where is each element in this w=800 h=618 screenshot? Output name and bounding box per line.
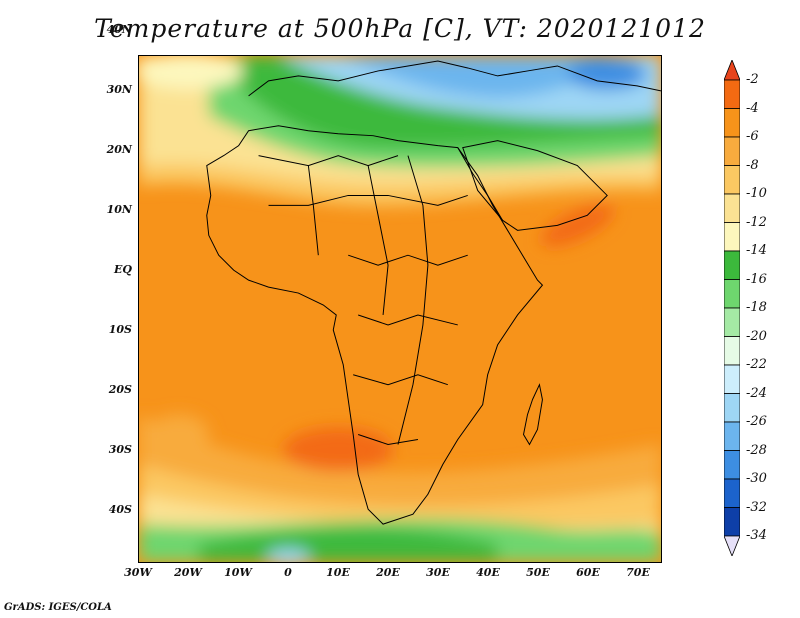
lon-label: 60E bbox=[576, 566, 600, 579]
lon-label: 40E bbox=[476, 566, 500, 579]
temperature-map bbox=[138, 55, 662, 563]
africa-coastline bbox=[206, 125, 544, 525]
colorbar-swatch bbox=[724, 222, 740, 252]
border-9 bbox=[397, 155, 429, 445]
south-blue-patch bbox=[266, 549, 311, 562]
colorbar-swatch bbox=[724, 108, 740, 138]
border-8 bbox=[367, 165, 389, 316]
colorbar-label: -32 bbox=[746, 499, 767, 515]
arabia-outline bbox=[462, 140, 608, 231]
atlantic-pale-patch bbox=[148, 414, 209, 455]
colorbar-label: -12 bbox=[746, 214, 767, 230]
lon-label: 70E bbox=[626, 566, 650, 579]
lat-label: 40S bbox=[108, 503, 132, 516]
lon-label: 10W bbox=[224, 566, 252, 579]
colorbar-bottom-arrow bbox=[724, 535, 740, 556]
colorbar-swatch bbox=[724, 507, 740, 537]
colorbar-label: -24 bbox=[746, 385, 767, 401]
colorbar-swatch bbox=[724, 421, 740, 451]
lat-label: 30S bbox=[108, 443, 132, 456]
colorbar-label: -22 bbox=[746, 357, 767, 372]
colorbar-swatch bbox=[724, 136, 740, 166]
colorbar-label: -6 bbox=[746, 129, 759, 144]
lat-label: 10S bbox=[108, 323, 132, 336]
colorbar-label: -20 bbox=[746, 328, 767, 344]
lon-label: 0 bbox=[284, 566, 292, 579]
colorbar-label: -8 bbox=[746, 157, 759, 173]
southern-warm-patch bbox=[283, 427, 394, 472]
colorbar-label: -4 bbox=[746, 100, 759, 116]
colorbar-label: -16 bbox=[746, 271, 767, 287]
europe-coast bbox=[248, 60, 661, 97]
colorbar-swatch bbox=[724, 250, 740, 280]
colorbar-label: -30 bbox=[746, 471, 767, 486]
lat-label: 20S bbox=[108, 383, 132, 396]
colorbar-label: -10 bbox=[746, 186, 767, 201]
colorbar-label: -28 bbox=[746, 442, 767, 458]
border-6 bbox=[358, 434, 419, 445]
lon-label: 20E bbox=[376, 566, 400, 579]
west-light-patch bbox=[139, 56, 244, 89]
colorbar-swatch bbox=[724, 336, 740, 366]
colorbar-label: -14 bbox=[746, 243, 767, 258]
lon-label: 20W bbox=[174, 566, 202, 579]
colorbar-swatch bbox=[724, 393, 740, 423]
lat-label: 30N bbox=[106, 83, 132, 96]
border-2 bbox=[268, 194, 468, 206]
border-4 bbox=[358, 314, 458, 326]
lon-label: 10E bbox=[326, 566, 350, 579]
colorbar-swatch bbox=[724, 307, 740, 337]
red-sea-line bbox=[457, 147, 504, 221]
lon-label: 50E bbox=[526, 566, 550, 579]
lat-label: 10N bbox=[106, 203, 132, 216]
lat-label: 40N bbox=[106, 23, 132, 36]
lon-label: 30E bbox=[426, 566, 450, 579]
madagascar-outline bbox=[522, 383, 543, 446]
map-panel bbox=[138, 55, 662, 563]
colorbar-swatch bbox=[724, 193, 740, 223]
border-3 bbox=[348, 254, 468, 266]
colorbar-label: -26 bbox=[746, 414, 767, 429]
arabian-sea-warm-patch bbox=[540, 204, 614, 247]
colorbar-label: -2 bbox=[746, 72, 759, 87]
colorbar-label: -34 bbox=[746, 528, 767, 543]
colorbar-top-arrow bbox=[724, 60, 740, 81]
colorbar-swatch bbox=[724, 165, 740, 195]
east-blue-patch bbox=[567, 57, 648, 90]
footer-credit: GrADS: IGES/COLA bbox=[4, 602, 112, 613]
colorbar-swatch bbox=[724, 450, 740, 480]
colorbar-swatch bbox=[724, 478, 740, 508]
chart-title: Temperature at 500hPa [C], VT: 202012101… bbox=[94, 14, 706, 43]
border-5 bbox=[353, 374, 448, 386]
colorbar-swatch bbox=[724, 364, 740, 394]
border-1 bbox=[258, 155, 399, 167]
lat-label: EQ bbox=[114, 263, 132, 276]
colorbar-swatch bbox=[724, 79, 740, 109]
colorbar-swatch bbox=[724, 279, 740, 309]
lon-label: 30W bbox=[124, 566, 152, 579]
colorbar bbox=[724, 60, 740, 556]
border-7 bbox=[307, 165, 319, 256]
colorbar-label: -18 bbox=[746, 300, 767, 315]
lat-label: 20N bbox=[106, 143, 132, 156]
